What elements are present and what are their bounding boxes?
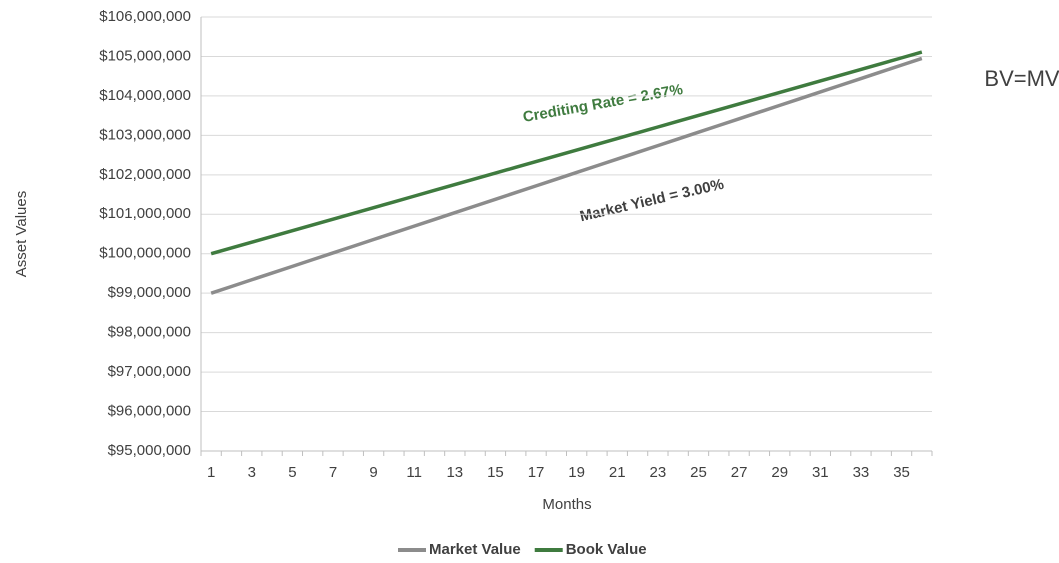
x-tick-label: 17 xyxy=(528,464,545,481)
line-series xyxy=(210,50,923,256)
y-tick-label: $100,000,000 xyxy=(99,245,191,262)
x-tick-label: 31 xyxy=(812,464,829,481)
x-tick-label: 5 xyxy=(288,464,296,481)
y-tick-label: $95,000,000 xyxy=(108,442,191,459)
x-tick-label: 33 xyxy=(853,464,870,481)
y-tick-label: $104,000,000 xyxy=(99,87,191,104)
x-tick-label: 21 xyxy=(609,464,626,481)
y-tick-label: $96,000,000 xyxy=(108,403,191,420)
x-tick-label: 23 xyxy=(650,464,667,481)
annotation: BV=MV xyxy=(984,66,1059,91)
annotation: Market Yield = 3.00% xyxy=(578,176,725,226)
y-tick-label: $105,000,000 xyxy=(99,47,191,64)
x-tick-label: 35 xyxy=(893,464,910,481)
x-tick-label: 9 xyxy=(369,464,377,481)
x-tick-label: 19 xyxy=(568,464,585,481)
y-tick-label: $106,000,000 xyxy=(99,8,191,25)
legend-label: Market Value xyxy=(429,541,521,558)
x-axis-label: Months xyxy=(542,496,591,513)
x-tick-label: 25 xyxy=(690,464,707,481)
y-tick-label: $99,000,000 xyxy=(108,284,191,301)
x-tick-label: 11 xyxy=(406,464,422,481)
line-series xyxy=(210,56,923,295)
y-tick-label: $103,000,000 xyxy=(99,126,191,143)
x-tick-label: 1 xyxy=(207,464,215,481)
y-tick-label: $102,000,000 xyxy=(99,166,191,183)
x-tick-label: 15 xyxy=(487,464,504,481)
x-tick-label: 7 xyxy=(329,464,337,481)
y-axis-label: Asset Values xyxy=(13,191,30,277)
y-tick-label: $101,000,000 xyxy=(99,205,191,222)
x-tick-label: 29 xyxy=(771,464,788,481)
y-tick-label: $98,000,000 xyxy=(108,324,191,341)
annotation: Crediting Rate = 2.67% xyxy=(522,81,685,126)
x-tick-label: 27 xyxy=(731,464,748,481)
y-tick-label: $97,000,000 xyxy=(108,363,191,380)
x-tick-label: 13 xyxy=(446,464,463,481)
legend-label: Book Value xyxy=(566,541,647,558)
x-tick-label: 3 xyxy=(248,464,256,481)
